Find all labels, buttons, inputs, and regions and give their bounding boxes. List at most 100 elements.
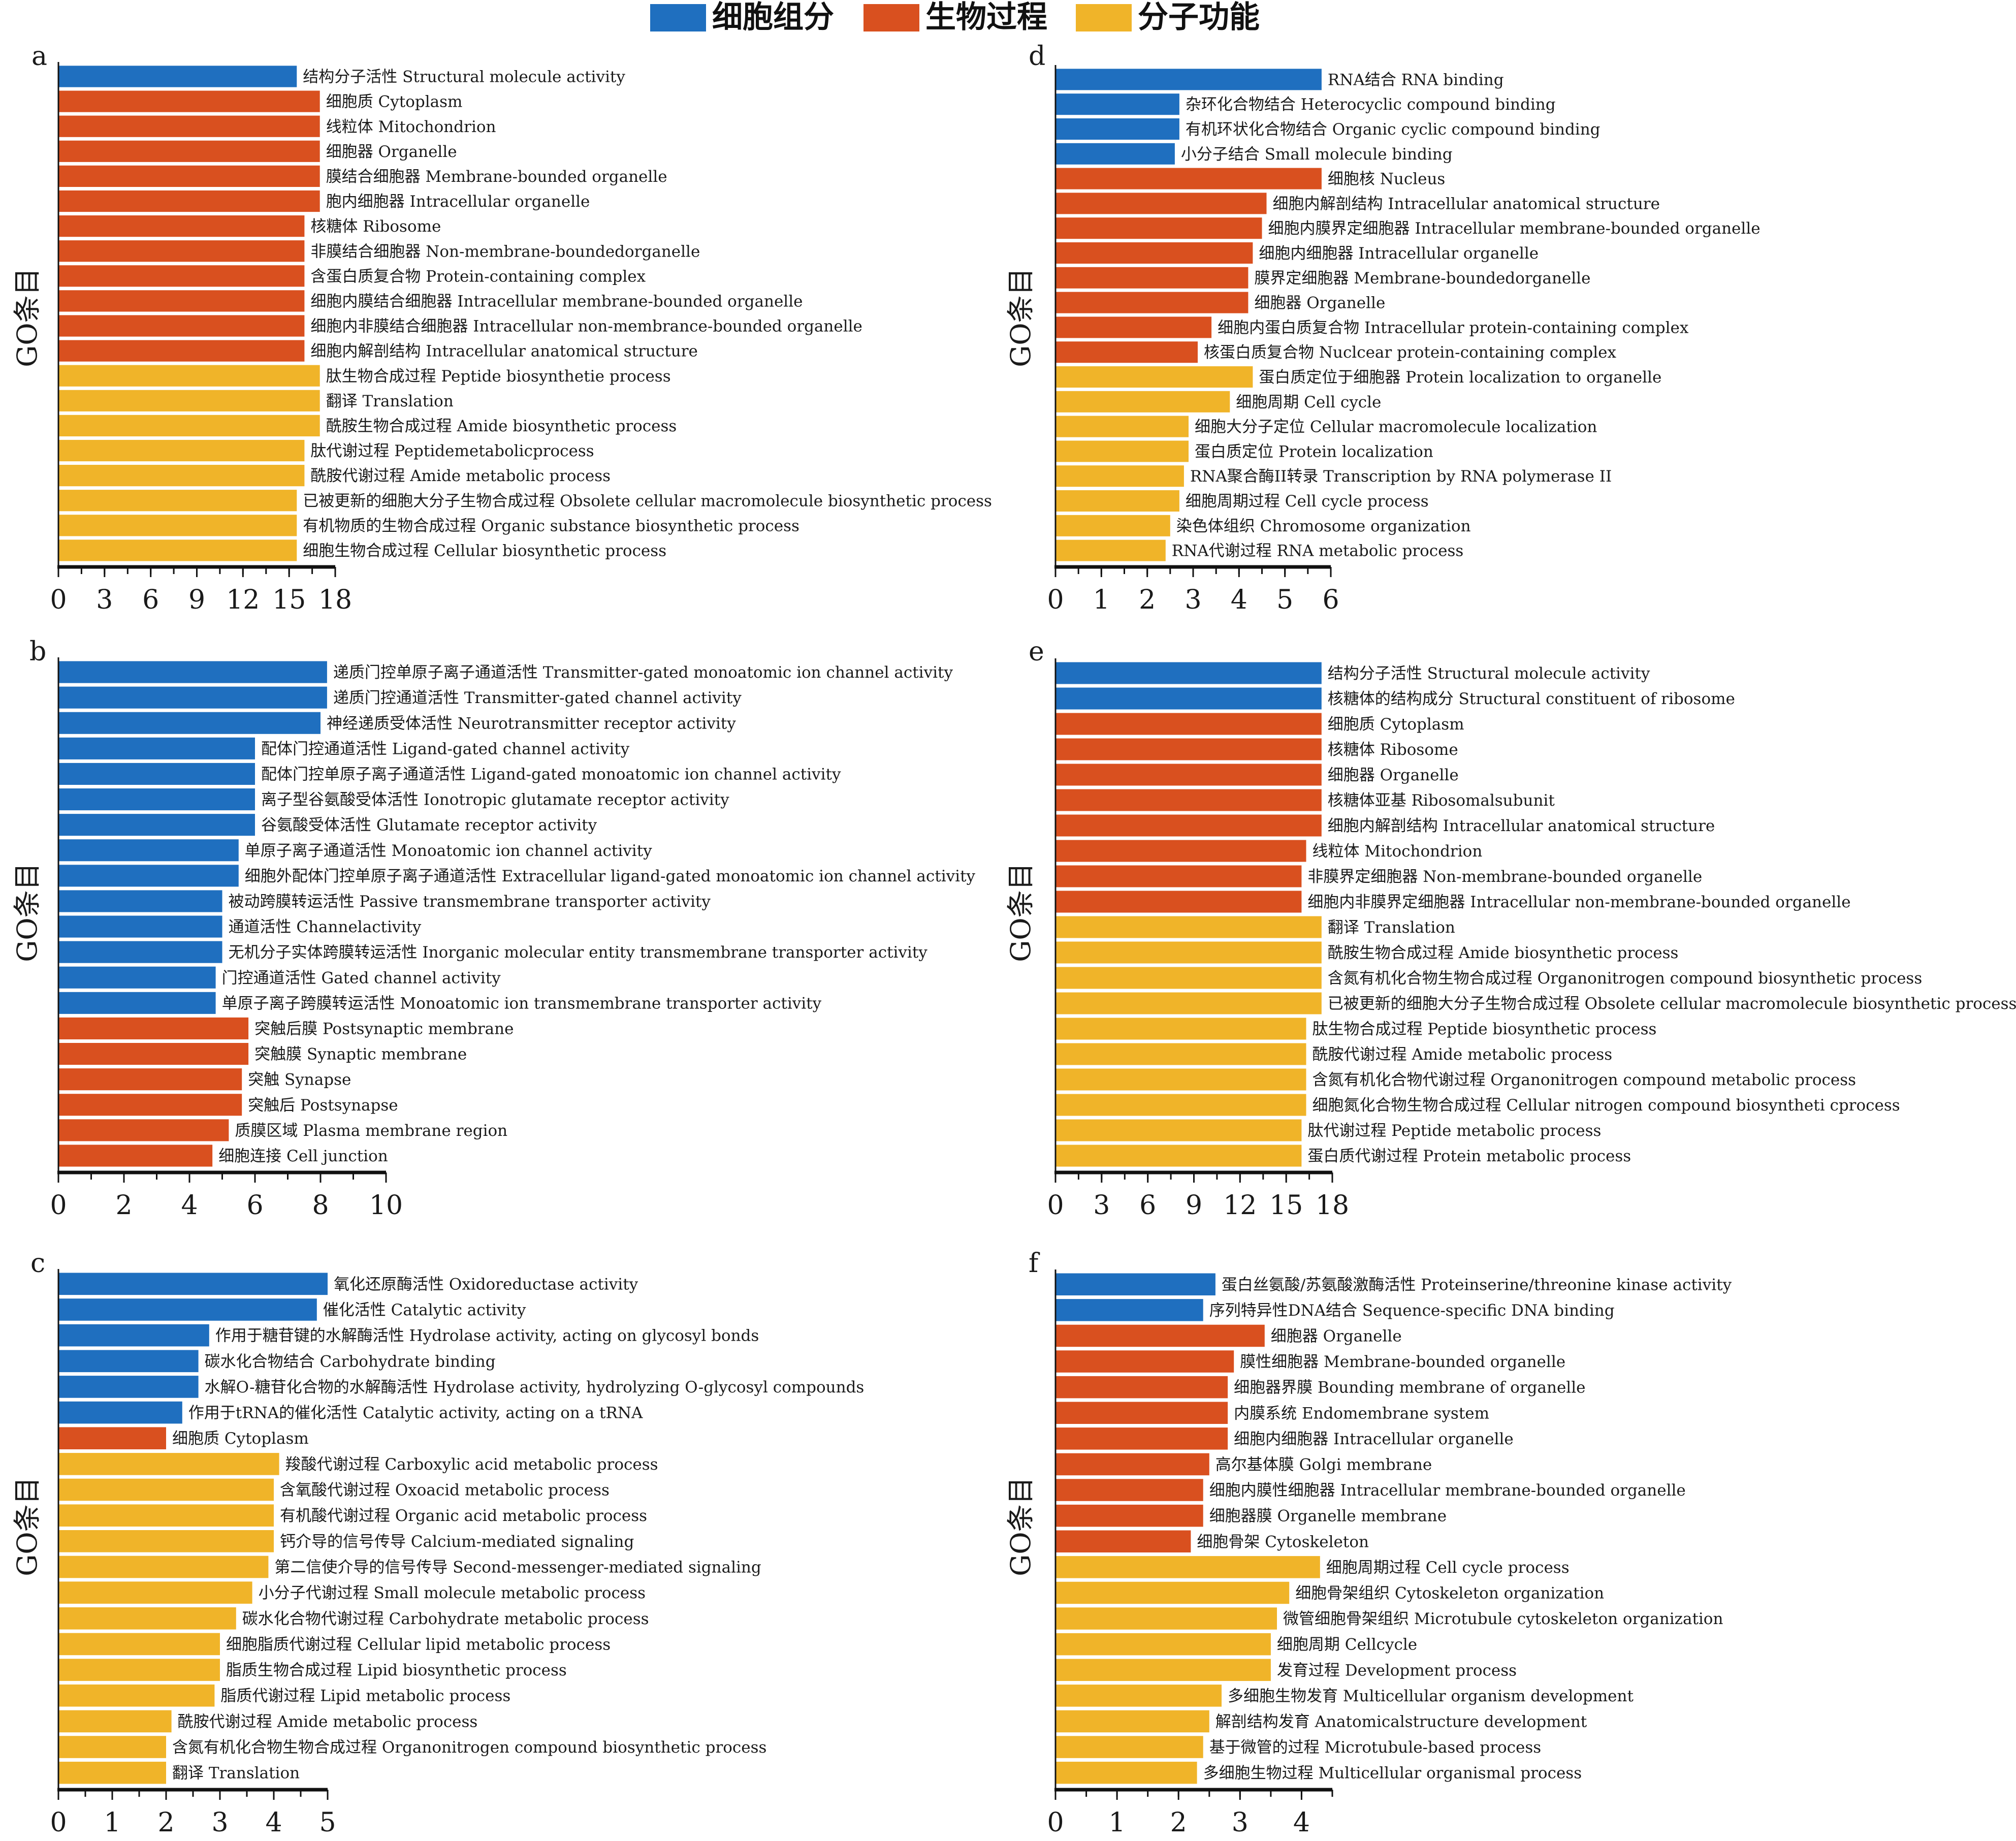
bar-label: 蛋白质代谢过程 Protein metabolic process xyxy=(1307,1147,1631,1165)
bar xyxy=(58,1504,274,1527)
bar xyxy=(58,415,320,436)
bar xyxy=(58,1145,213,1167)
bar-label: 配体门控通道活性 Ligand-gated channel activity xyxy=(261,740,630,758)
panel-b: b GO条目 递质门控单原子离子通道活性 Transmitter-gated mon… xyxy=(11,637,976,1221)
bar xyxy=(1055,789,1322,811)
bar-label: 单原子离子通道活性 Monoatomic ion channel activit… xyxy=(245,842,652,860)
bar-label: 细胞器膜 Organelle membrane xyxy=(1209,1507,1447,1526)
bar xyxy=(1055,1299,1203,1321)
x-tick-label: 2 xyxy=(115,1190,132,1221)
bar xyxy=(1055,267,1249,289)
bar xyxy=(1055,193,1267,214)
bar-label: 细胞氮化合物生物合成过程 Cellular nitrogen compound … xyxy=(1313,1096,1900,1115)
legend-label-molecular-function: 分子功能 xyxy=(1138,0,1260,35)
bar xyxy=(58,941,222,963)
panel-letter: f xyxy=(1029,1248,1040,1279)
x-tick-label: 6 xyxy=(1139,1190,1156,1221)
bar-label: 含氮有机化合物代谢过程 Organonitrogen compound meta… xyxy=(1313,1071,1857,1089)
bar-label: 细胞周期过程 Cell cycle process xyxy=(1186,492,1429,511)
bar xyxy=(58,737,255,759)
bar xyxy=(1055,242,1253,264)
bar-label: 细胞内解剖结构 Intracellular anatomical structu… xyxy=(1328,817,1715,835)
bar-label: 膜性细胞器 Membrane-bounded organelle xyxy=(1240,1353,1565,1371)
bar xyxy=(58,1119,229,1141)
bar-label: 线粒体 Mitochondrion xyxy=(326,118,496,136)
panel-f: f GO条目 蛋白丝氨酸/苏氨酸激酶活性 Proteinserine/threoni… xyxy=(1005,1248,1732,1838)
bar-label: 氧化还原酶活性 Oxidoreductase activity xyxy=(334,1275,638,1293)
bar-label: 突触 Synapse xyxy=(248,1071,351,1089)
bar-label: 核糖体的结构成分 Structural constituent of ribos… xyxy=(1328,690,1735,708)
bar-label: 肽生物合成过程 Peptide biosynthetie process xyxy=(326,367,671,386)
bar-label: 酰胺生物合成过程 Amide biosynthetic process xyxy=(326,417,677,435)
bar-label: 含氮有机化合物生物合成过程 Organonitrogen compound bi… xyxy=(172,1738,766,1757)
bar xyxy=(1055,764,1322,786)
bar xyxy=(1055,1479,1203,1501)
x-tick-label: 3 xyxy=(1093,1190,1110,1221)
bar-label: 细胞周期 Cellcycle xyxy=(1277,1636,1417,1654)
bar xyxy=(58,66,297,87)
bar-label: 酰胺代谢过程 Amide metabolic process xyxy=(178,1712,478,1731)
bar xyxy=(58,490,297,512)
bar xyxy=(58,1684,215,1707)
bar-label: 发育过程 Development process xyxy=(1277,1661,1517,1679)
bar-label: 含蛋白质复合物 Protein-containing complex xyxy=(310,267,646,285)
bar xyxy=(1055,1556,1320,1578)
bar xyxy=(58,1298,317,1321)
bar xyxy=(1055,1504,1203,1527)
bar xyxy=(1055,1427,1228,1450)
bar-label: 细胞内膜结合细胞器 Intracellular membrane-bounded… xyxy=(310,293,803,311)
bar xyxy=(58,890,222,912)
bar xyxy=(1055,1685,1222,1707)
bar xyxy=(1055,1043,1306,1065)
bar xyxy=(1055,865,1302,887)
bar-label: 翻译 Translation xyxy=(1328,918,1455,937)
legend-swatch-cellular-component xyxy=(650,4,706,31)
bar-label: 单原子离子跨膜转运活性 Monoatomic ion transmembrane… xyxy=(222,994,822,1012)
bar xyxy=(1055,515,1170,536)
bar xyxy=(58,966,216,989)
y-axis-label: GO条目 xyxy=(1005,863,1037,962)
bar xyxy=(58,1607,236,1630)
legend-swatch-molecular-function xyxy=(1076,4,1132,31)
bar xyxy=(58,839,239,862)
bar-label: 细胞骨架组织 Cytoskeleton organization xyxy=(1295,1584,1604,1603)
bar xyxy=(58,465,305,487)
bar-label: 胞内细胞器 Intracellular organelle xyxy=(326,193,590,211)
bar xyxy=(58,240,305,262)
x-tick-label: 4 xyxy=(181,1190,198,1221)
bar-label: 细胞内非膜界定细胞器 Intracellular non-membrane-bo… xyxy=(1307,893,1850,911)
bar-label: 细胞连接 Cell junction xyxy=(218,1147,388,1165)
bar-label: 非膜结合细胞器 Non-membrane-boundedorganelle xyxy=(310,242,700,261)
bar xyxy=(58,365,320,387)
x-tick-label: 9 xyxy=(1186,1190,1202,1221)
bar xyxy=(1055,1581,1290,1604)
panel-letter: d xyxy=(1029,41,1045,72)
bar xyxy=(1055,713,1322,735)
bar xyxy=(58,1453,279,1475)
bar xyxy=(1055,217,1262,239)
x-tick-label: 0 xyxy=(50,585,67,615)
bar-label: 突触膜 Synaptic membrane xyxy=(254,1045,467,1064)
bar xyxy=(58,1324,209,1347)
bar xyxy=(1055,168,1322,189)
bar xyxy=(1055,1761,1197,1784)
bar-label: 蛋白质定位 Protein localization xyxy=(1195,442,1433,461)
bar-label: 细胞内膜性细胞器 Intracellular membrane-bounded … xyxy=(1209,1481,1686,1500)
bar-label: 催化活性 Catalytic activity xyxy=(323,1301,526,1319)
bar xyxy=(58,165,320,187)
bar xyxy=(1055,391,1230,412)
bar-label: 小分子代谢过程 Small molecule metabolic process xyxy=(259,1584,646,1602)
bar-label: 杂环化合物结合 Heterocyclic compound binding xyxy=(1186,96,1556,114)
bar-label: 核糖体亚基 Ribosomalsubunit xyxy=(1328,791,1555,810)
bar xyxy=(1055,1094,1306,1116)
bar-label: 突触后膜 Postsynaptic membrane xyxy=(254,1020,514,1038)
bar-label: 有机环状化合物结合 Organic cyclic compound bindin… xyxy=(1186,120,1601,139)
bar-label: 细胞内蛋白质复合物 Intracellular protein-containi… xyxy=(1218,319,1689,337)
bar-label: 多细胞生物过程 Multicellular organismal process xyxy=(1203,1764,1582,1783)
bar xyxy=(1055,891,1302,913)
bar xyxy=(1055,539,1166,561)
bar xyxy=(58,1659,220,1681)
bar-label: 细胞器 Organelle xyxy=(326,143,457,161)
bar-label: 已被更新的细胞大分子生物合成过程 Obsolete cellular macro… xyxy=(1328,995,2016,1013)
